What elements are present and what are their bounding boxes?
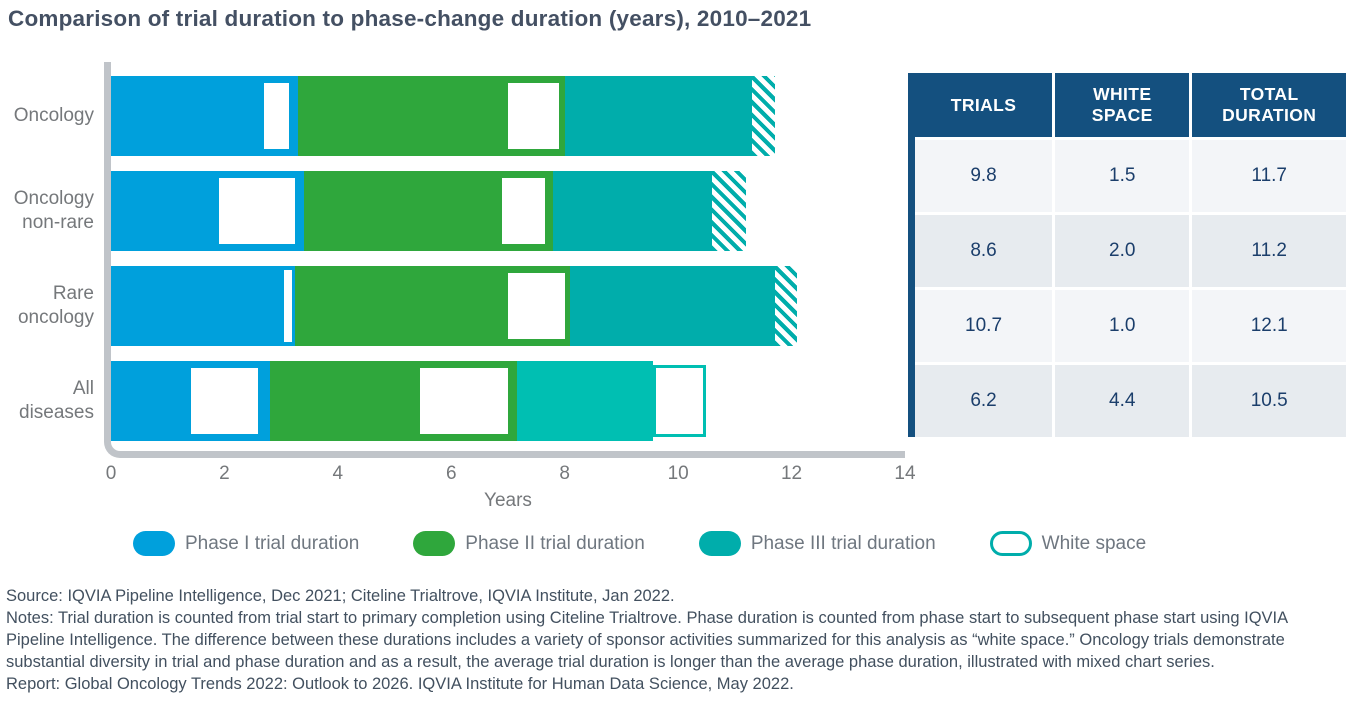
x-tick-label: 12	[780, 463, 803, 484]
table-cell: 6.2	[915, 365, 1053, 437]
source-note: Source: IQVIA Pipeline Intelligence, Dec…	[6, 587, 675, 605]
bar-segment-phase3light	[516, 361, 653, 441]
x-tick-label: 6	[445, 463, 457, 484]
white-space-box	[187, 365, 262, 437]
legend-label: White space	[1041, 532, 1147, 554]
report-note: Report: Global Oncology Trends 2022: Out…	[6, 675, 794, 693]
table-row: 9.8 1.5 11.7	[915, 140, 1346, 212]
white-space-box	[283, 270, 293, 342]
bars-container	[111, 62, 905, 451]
bar-row	[111, 361, 905, 441]
chart-legend: Phase I trial duration Phase II trial dur…	[133, 531, 1146, 556]
x-tick-label: 2	[219, 463, 230, 484]
table-header-cell: TRIALS	[915, 73, 1053, 137]
legend-item: Phase III trial duration	[698, 531, 936, 556]
white-space-box	[499, 175, 548, 247]
table-cell: 4.4	[1055, 365, 1190, 437]
table-cell: 1.5	[1055, 140, 1190, 212]
bar-segment-phase3	[570, 266, 775, 346]
table-cell: 11.2	[1192, 215, 1346, 287]
x-tick-label: 14	[894, 463, 916, 484]
x-axis-title: Years	[484, 490, 532, 511]
trial-overrun-hatch	[751, 76, 775, 156]
white-space-box	[215, 175, 299, 247]
trial-overrun-hatch	[774, 266, 798, 346]
table-cell: 2.0	[1055, 215, 1190, 287]
bar-segment-phase1	[111, 266, 296, 346]
bar-row	[111, 76, 905, 156]
table-cell: 12.1	[1192, 290, 1346, 362]
x-tick-label: 4	[332, 463, 344, 484]
x-tick-label: 8	[559, 463, 570, 484]
x-axis-ticks: 0 2 4 6 8 10 12 14	[106, 463, 916, 487]
table-header-cell: TOTAL DURATION	[1192, 73, 1346, 137]
table-header-cell: WHITE SPACE	[1055, 73, 1190, 137]
white-space-box	[417, 365, 511, 437]
y-axis-labels: Oncology Oncology non-rare Rare oncology Al…	[0, 62, 94, 458]
table-cell: 8.6	[915, 215, 1053, 287]
table-header-row: TRIALS WHITE SPACE TOTAL DURATION	[915, 73, 1346, 137]
bar-row	[111, 171, 905, 251]
legend-item: Phase I trial duration	[133, 531, 359, 556]
x-tick-label: 10	[667, 463, 689, 484]
table-cell: 1.0	[1055, 290, 1190, 362]
category-label: Rare oncology	[17, 283, 94, 328]
table-cell: 10.7	[915, 290, 1053, 362]
bar-row	[111, 266, 905, 346]
chart-title: Comparison of trial duration to phase-ch…	[8, 6, 812, 31]
methodology-note: Notes: Trial duration is counted from tr…	[6, 609, 1288, 671]
table-cell: 11.7	[1192, 140, 1346, 212]
white-space-box	[652, 365, 707, 437]
legend-swatch-phase1	[133, 531, 175, 556]
table-row: 8.6 2.0 11.2	[915, 215, 1346, 287]
legend-swatch-phase3	[698, 531, 741, 556]
category-label: Oncology non-rare	[13, 188, 94, 233]
plot-area: 0 2 4 6 8 10 12 14 Years	[104, 62, 916, 511]
legend-label: Phase III trial duration	[750, 532, 936, 554]
trial-overrun-hatch	[712, 171, 747, 251]
table-row: 10.7 1.0 12.1	[915, 290, 1346, 362]
x-tick-label: 0	[105, 463, 117, 484]
legend-item: Phase II trial duration	[413, 531, 645, 556]
table-cell: 9.8	[915, 140, 1053, 212]
category-label: All diseases	[19, 378, 94, 423]
table-row: 6.2 4.4 10.5	[915, 365, 1346, 437]
white-space-box	[261, 80, 293, 152]
footnotes: Source: IQVIA Pipeline Intelligence, Dec…	[6, 585, 1348, 695]
legend-item: White space	[989, 531, 1147, 556]
legend-swatch-phase3-outline	[989, 531, 1032, 556]
white-space-box	[505, 270, 568, 342]
white-space-box	[505, 80, 562, 152]
legend-swatch-phase2	[413, 531, 456, 556]
summary-table: TRIALS WHITE SPACE TOTAL DURATION 9.8 1.5 11.…	[908, 73, 1346, 437]
legend-label: Phase II trial duration	[465, 532, 645, 554]
table-cell: 10.5	[1192, 365, 1346, 437]
category-label: Oncology	[13, 105, 94, 127]
legend-label: Phase I trial duration	[185, 532, 360, 554]
bar-segment-phase3	[564, 76, 752, 156]
bar-segment-phase3	[553, 171, 713, 251]
